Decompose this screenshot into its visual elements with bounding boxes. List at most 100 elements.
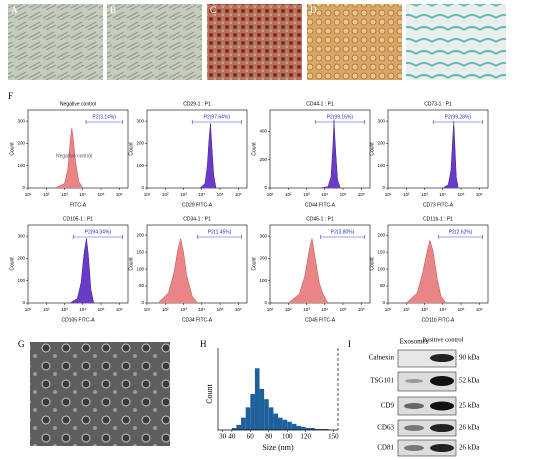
x-axis-label: CD11b FITC-A	[422, 317, 455, 323]
blot-protein: CD81	[377, 444, 394, 452]
x-tick-label: 10³	[180, 307, 187, 312]
image-a	[8, 4, 103, 80]
gate	[438, 235, 483, 239]
x-tick-label: 10⁵	[458, 192, 465, 197]
x-tick-label: 10³	[180, 192, 187, 197]
x-tick-label: 10⁵	[340, 192, 347, 197]
x-axis-label: CD45 FITC-A	[305, 317, 336, 323]
y-tick-label: 300	[259, 233, 267, 238]
bar	[254, 368, 260, 430]
y-tick-label: 100	[17, 278, 25, 283]
x-tick-label: 10¹	[267, 307, 274, 312]
x-tick-label: 10¹	[385, 192, 392, 197]
x-tick-label: 10³	[61, 192, 68, 197]
y-tick-label: 0	[382, 300, 385, 305]
x-tick-label: 10³	[421, 192, 428, 197]
panel-label: C	[210, 5, 216, 15]
gate-label: P2(99.28%)	[445, 114, 472, 120]
image-c	[207, 4, 302, 80]
blot-size: 26 kDa	[459, 424, 480, 432]
y-tick-label: 50	[139, 283, 145, 288]
x-tick-label: 10²	[162, 192, 169, 197]
histogram-area	[406, 239, 447, 304]
x-tick-label: 10⁶	[476, 192, 483, 197]
gate-label: P2(99.16%)	[327, 114, 354, 120]
x-tick-label: 60	[247, 433, 255, 441]
chart-title: CD45-1 : P1	[306, 216, 334, 222]
bar	[301, 426, 306, 430]
y-tick-label: 400	[259, 128, 267, 133]
y-tick-label: 200	[259, 256, 267, 261]
panel-label: G	[18, 339, 25, 349]
y-axis-label: Count	[128, 142, 134, 156]
bar	[310, 427, 315, 430]
histogram-area	[69, 238, 95, 304]
gate	[432, 120, 483, 124]
chart-title: CD11b-1 : P1	[423, 216, 453, 222]
plot-frame	[146, 109, 248, 189]
y-tick-label: 300	[17, 233, 25, 238]
x-tick-label: 10⁶	[235, 307, 242, 312]
y-tick-label: 200	[136, 141, 144, 146]
x-tick-label: 10⁶	[235, 192, 242, 197]
blot-column: Exosomes	[400, 338, 429, 346]
y-tick-label: 150	[136, 249, 144, 254]
x-tick-label: 10⁵	[340, 307, 347, 312]
y-tick-label: 0	[264, 300, 267, 305]
x-tick-label: 10⁵	[217, 307, 224, 312]
gate-label: P2(3.14%)	[92, 114, 116, 120]
blot-protein: TSG101	[370, 377, 394, 385]
chart-title: CD105-1 : P1	[63, 216, 94, 222]
histogram-area	[320, 119, 341, 189]
y-axis-label: Count	[369, 142, 375, 156]
y-tick-label: 200	[259, 157, 267, 162]
x-tick-label: 80	[265, 433, 273, 441]
y-axis-label: Count	[9, 257, 15, 271]
gate	[72, 235, 123, 239]
chart-title: CD44-1 : P1	[306, 101, 334, 107]
x-tick-label: 10⁴	[198, 192, 205, 197]
bar	[245, 407, 251, 430]
y-axis-label: Count	[9, 142, 15, 156]
y-axis-label: Count	[369, 257, 375, 271]
x-axis-label: FITC-A	[70, 202, 87, 208]
blot-protein: Calnexin	[369, 354, 395, 362]
western-blot: Exosomes Positive control Calnexin TSG10…	[369, 336, 480, 457]
bar	[278, 417, 283, 430]
x-tick-label: 10⁵	[98, 192, 105, 197]
x-tick-label: 100	[282, 433, 293, 441]
x-tick-label: 10³	[61, 307, 68, 312]
y-tick-label: 150	[377, 249, 385, 254]
micrographs	[8, 4, 506, 446]
x-tick-label: 10⁴	[321, 307, 328, 312]
y-tick-label: 0	[22, 300, 25, 305]
bar	[259, 388, 265, 430]
x-tick-label: 10¹	[144, 192, 151, 197]
blot-size: 25 kDa	[459, 402, 480, 410]
gate-label: P2(94.34%)	[85, 229, 112, 235]
y-tick-label: 0	[141, 300, 144, 305]
panel-label: D	[310, 5, 317, 15]
bar	[268, 407, 274, 430]
x-tick-label: 10¹	[144, 307, 151, 312]
bar	[291, 423, 297, 430]
y-tick-label: 200	[377, 232, 385, 237]
y-tick-label: 0	[264, 185, 267, 190]
chart-title: Negative control	[60, 101, 96, 107]
panel-label: B	[110, 5, 116, 15]
histogram-area	[199, 123, 217, 189]
x-tick-label: 10¹	[267, 192, 274, 197]
panel-label: A	[11, 5, 18, 15]
bar	[264, 399, 269, 430]
y-tick-label: 200	[377, 141, 385, 146]
blot-protein: CD63	[377, 424, 394, 432]
panel-label: F	[8, 91, 13, 101]
y-tick-label: 300	[136, 118, 144, 123]
x-tick-label: 10¹	[385, 307, 392, 312]
panel-label: H	[200, 339, 207, 349]
x-tick-label: 10⁵	[217, 192, 224, 197]
x-tick-label: 10²	[43, 307, 50, 312]
y-tick-label: 0	[382, 185, 385, 190]
x-tick-label: 150	[328, 433, 339, 441]
